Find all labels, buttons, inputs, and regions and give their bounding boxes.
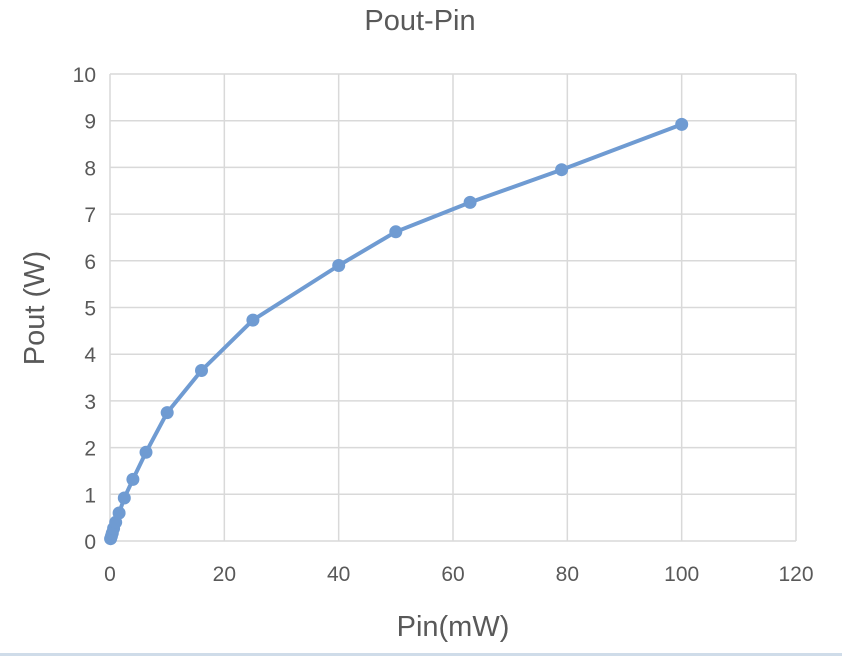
bottom-rule bbox=[0, 653, 842, 656]
x-tick-label-4: 80 bbox=[556, 563, 579, 586]
data-point-0-14 bbox=[463, 195, 477, 209]
y-tick-label-10: 10 bbox=[73, 64, 96, 87]
grid-lines bbox=[109, 73, 797, 542]
data-point-0-12 bbox=[332, 259, 346, 272]
y-tick-label-8: 8 bbox=[84, 157, 96, 180]
data-point-0-10 bbox=[195, 364, 208, 377]
series-group bbox=[104, 117, 689, 546]
y-axis-label: Pout (W) bbox=[19, 251, 51, 365]
y-tick-label-2: 2 bbox=[84, 438, 96, 461]
data-point-0-7 bbox=[126, 472, 140, 486]
data-point-0-13 bbox=[389, 225, 403, 239]
data-point-0-15 bbox=[555, 163, 569, 177]
x-tick-label-5: 100 bbox=[664, 563, 699, 586]
y-tick-label-4: 4 bbox=[84, 344, 96, 367]
y-tick-label-1: 1 bbox=[84, 484, 96, 507]
y-tick-label-7: 7 bbox=[84, 204, 96, 227]
data-point-0-11 bbox=[246, 313, 260, 327]
x-tick-label-6: 120 bbox=[778, 563, 813, 586]
chart-title: Pout-Pin bbox=[364, 5, 475, 37]
data-point-0-16 bbox=[675, 117, 689, 131]
data-point-0-6 bbox=[117, 491, 131, 505]
x-tick-label-2: 40 bbox=[327, 563, 350, 586]
data-point-0-9 bbox=[160, 406, 174, 420]
y-tick-label-9: 9 bbox=[84, 111, 96, 134]
x-axis-label: Pin(mW) bbox=[397, 611, 510, 643]
y-tick-label-0: 0 bbox=[84, 531, 96, 554]
x-tick-label-0: 0 bbox=[104, 563, 116, 586]
data-point-0-5 bbox=[112, 506, 126, 520]
x-tick-label-3: 60 bbox=[441, 563, 464, 586]
y-tick-label-6: 6 bbox=[84, 251, 96, 274]
x-tick-label-1: 20 bbox=[213, 563, 236, 586]
series-line-0 bbox=[108, 122, 684, 541]
data-point-0-8 bbox=[139, 445, 153, 459]
y-tick-label-3: 3 bbox=[84, 391, 96, 414]
y-tick-label-5: 5 bbox=[84, 298, 96, 321]
